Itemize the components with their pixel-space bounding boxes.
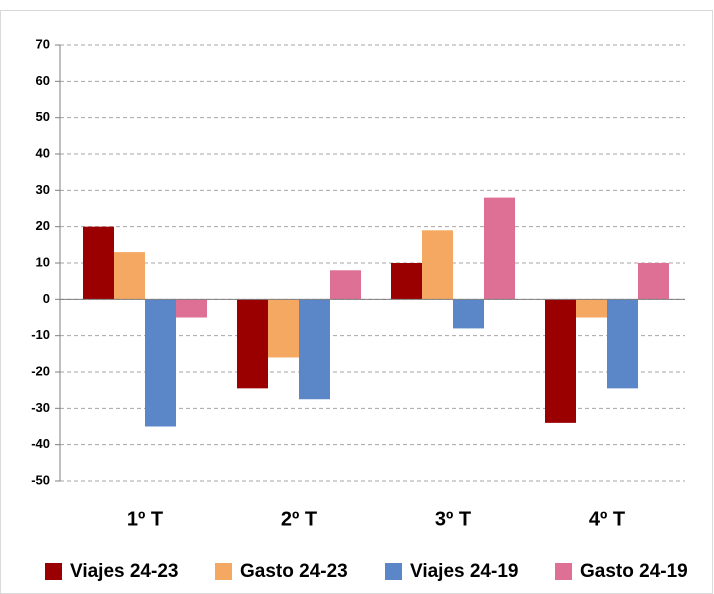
y-tick-label: 70	[36, 36, 50, 51]
x-tick-label: 2º T	[281, 508, 317, 530]
y-tick-label: 0	[43, 291, 50, 306]
bar	[453, 299, 484, 329]
x-tick-label: 1º T	[127, 508, 163, 530]
legend-label: Viajes 24-19	[410, 561, 518, 582]
y-tick-label: 60	[36, 73, 50, 88]
bar	[237, 299, 268, 389]
x-tick-label: 4º T	[589, 508, 625, 530]
y-tick-label: 30	[36, 182, 50, 197]
legend-swatch	[215, 563, 232, 580]
legend-swatch	[555, 563, 572, 580]
y-tick-label: -30	[31, 400, 50, 415]
y-tick-label: 10	[36, 254, 50, 269]
y-tick-label: 20	[36, 218, 50, 233]
legend-swatch	[385, 563, 402, 580]
bar	[545, 299, 576, 423]
bar	[83, 226, 114, 300]
y-tick-label: -10	[31, 327, 50, 342]
bar	[638, 263, 669, 300]
y-tick-label: 50	[36, 109, 50, 124]
y-tick-label: -20	[31, 363, 50, 378]
y-tick-label: -40	[31, 436, 50, 451]
y-tick-label: -50	[31, 472, 50, 487]
legend-label: Viajes 24-23	[70, 561, 178, 582]
bar	[268, 299, 299, 358]
bar	[484, 197, 515, 300]
bar	[607, 299, 638, 389]
bar	[330, 270, 361, 300]
bar	[176, 299, 207, 318]
bar	[391, 263, 422, 300]
x-tick-label: 3º T	[435, 508, 471, 530]
y-tick-label: 40	[36, 145, 50, 160]
legend-swatch	[45, 563, 62, 580]
legend-label: Gasto 24-19	[580, 561, 688, 582]
bar	[576, 299, 607, 318]
bar	[145, 299, 176, 427]
bar	[299, 299, 330, 400]
bar	[114, 252, 145, 300]
bar	[422, 230, 453, 300]
legend-label: Gasto 24-23	[240, 561, 348, 582]
